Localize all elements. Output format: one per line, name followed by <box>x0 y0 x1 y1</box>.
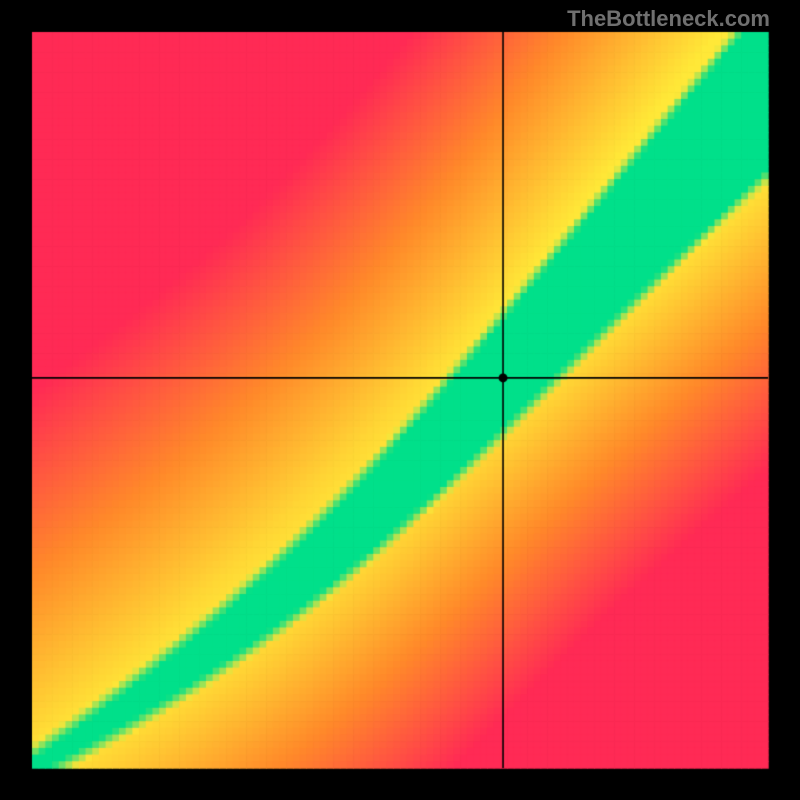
chart-container: { "watermark": { "text": "TheBottleneck.… <box>0 0 800 800</box>
watermark-text: TheBottleneck.com <box>567 6 770 32</box>
bottleneck-heatmap <box>0 0 800 800</box>
